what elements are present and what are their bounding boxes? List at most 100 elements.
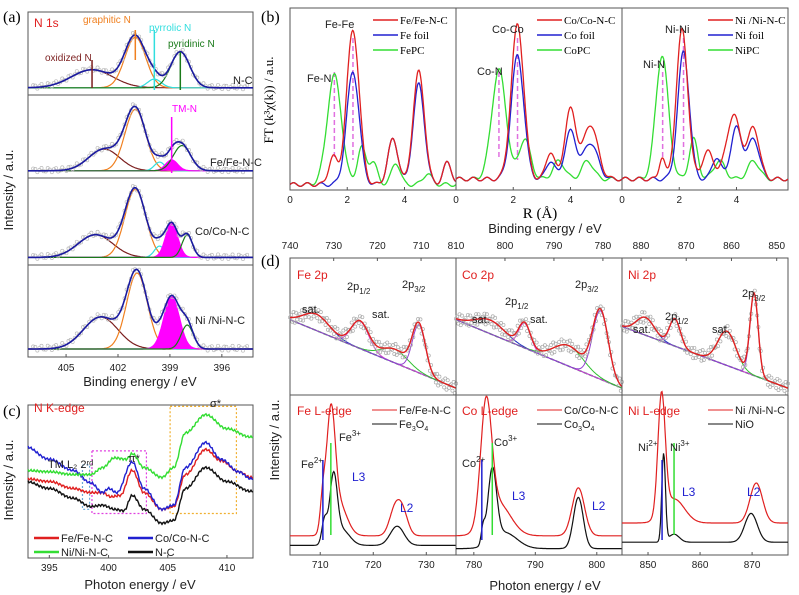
legend-label: Co foil — [564, 30, 595, 42]
data-point — [567, 338, 572, 343]
legend-label: Fe3O4 — [399, 419, 428, 433]
data-point — [245, 83, 250, 88]
ion-label: Co3+ — [494, 434, 518, 449]
co-2p-title: Co 2p — [462, 268, 494, 282]
data-point — [310, 306, 315, 311]
x-tick-label: 850 — [640, 560, 657, 571]
data-point — [481, 320, 486, 325]
data-point — [174, 137, 179, 142]
data-point — [502, 332, 507, 337]
data-point — [433, 380, 438, 385]
peak-label: sat. — [472, 314, 490, 326]
peak-label: 2p3/2 — [402, 279, 426, 294]
data-point — [403, 354, 407, 359]
legend-label: Ni/Ni-N-C — [61, 547, 108, 559]
data-point — [535, 351, 540, 356]
x-tick-label: 400 — [100, 563, 117, 574]
data-point — [660, 338, 665, 342]
data-point — [684, 339, 688, 344]
data-point — [295, 317, 300, 322]
panel-label-b: (b) — [261, 9, 280, 26]
d-bottom-labels: Fe2+Fe3+L3L2Fe/Fe-N-CFe3O4Co2+Co3+L3L2Co… — [301, 405, 785, 515]
data-point — [393, 341, 398, 346]
data-point — [182, 143, 187, 148]
data-point — [574, 354, 579, 359]
data-point — [230, 166, 235, 170]
series-red — [621, 27, 789, 182]
legend-label: Fe foil — [400, 30, 429, 42]
data-point — [416, 317, 421, 322]
d-top-peak-labels: sat.2p1/2sat.2p3/2sat.2p1/2sat.2p3/2sat.… — [302, 279, 766, 336]
series-black — [456, 466, 622, 550]
data-point — [548, 343, 553, 348]
data-point — [31, 344, 36, 349]
data-point — [765, 382, 770, 387]
data-point — [230, 252, 235, 257]
data-point — [344, 334, 349, 339]
data-point — [656, 326, 661, 331]
formula-part: O — [582, 419, 591, 431]
x-tick-label: 395 — [41, 563, 58, 574]
oxidized-component — [28, 69, 253, 89]
panel-a-frame — [27, 11, 254, 358]
series-black — [27, 465, 254, 526]
legend-label: CoPC — [564, 45, 590, 57]
data-point — [557, 339, 562, 344]
peak-label: 2p1/2 — [347, 281, 371, 296]
subscript: 3/2 — [587, 285, 599, 294]
data-point — [54, 79, 58, 84]
data-point — [474, 312, 479, 317]
data-point — [224, 83, 229, 88]
ni-2p-title: Ni 2p — [628, 268, 656, 282]
data-point — [769, 375, 774, 380]
series-green — [621, 55, 789, 182]
series-black — [622, 453, 788, 543]
label-ni-ni: Ni-Ni — [665, 24, 689, 36]
data-point — [559, 337, 564, 342]
data-point — [367, 338, 372, 343]
panel-a-xlabel: Binding energy / eV — [83, 374, 197, 389]
data-point — [182, 312, 187, 317]
data-point — [542, 343, 547, 348]
data-point — [224, 344, 229, 349]
x-tick-label: 4 — [568, 195, 574, 206]
data-point — [701, 358, 706, 362]
data-point — [726, 335, 731, 340]
label-co-co: Co-Co — [492, 24, 524, 36]
data-point — [318, 310, 323, 315]
label-pi: π* — [128, 453, 141, 465]
data-point — [493, 315, 498, 320]
x-tick-label: 0 — [619, 195, 625, 206]
subscript: 3/2 — [414, 285, 426, 294]
graphitic-component — [28, 188, 253, 258]
data-point — [516, 331, 521, 336]
x-tick-label: 396 — [214, 363, 231, 374]
data-point — [216, 252, 220, 257]
fit-component — [455, 310, 623, 387]
data-point — [418, 317, 423, 322]
edge-label: L2 — [747, 485, 761, 499]
data-point — [324, 316, 329, 320]
subscript: 3/2 — [754, 294, 766, 303]
x-tick-label: 2 — [676, 195, 682, 206]
data-point — [289, 313, 294, 318]
panel-a-title: N 1s — [34, 16, 59, 30]
data-point — [216, 82, 220, 87]
data-point — [291, 310, 296, 315]
subplot-label: Ni /Ni-N-C — [195, 315, 245, 327]
ion-label: Fe3+ — [339, 429, 361, 444]
data-point — [634, 314, 639, 319]
data-point — [39, 82, 44, 87]
data-point — [325, 327, 330, 332]
data-point — [394, 352, 399, 357]
data-point — [469, 320, 474, 325]
x-tick-label: 399 — [162, 363, 179, 374]
legend-label: NiPC — [735, 45, 759, 57]
data-point — [245, 166, 250, 171]
series-red — [290, 403, 456, 537]
panel-c-title: N K-edge — [34, 401, 85, 415]
data-point — [336, 336, 341, 341]
data-point — [698, 348, 703, 353]
legend-label: N-C — [155, 547, 175, 559]
